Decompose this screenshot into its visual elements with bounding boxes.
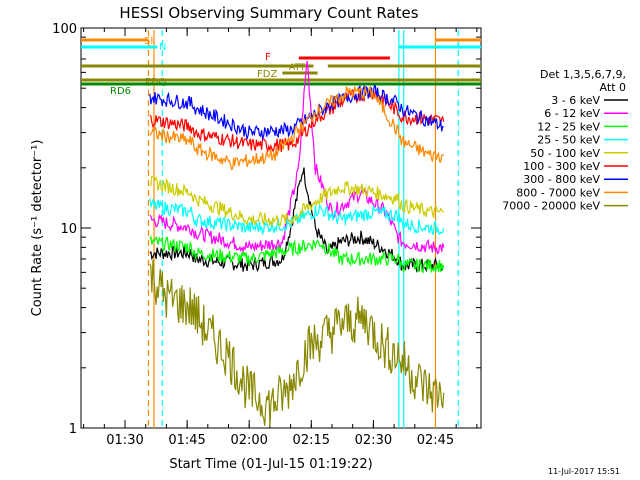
y-tick-label: 10 (60, 222, 77, 237)
series-line (149, 167, 445, 273)
x-tick-label: 02:30 (355, 433, 392, 448)
plot-area (149, 61, 445, 427)
series-line (149, 85, 445, 171)
fdz-flag-label: FDZ (257, 69, 277, 80)
night-flag-label: N (159, 42, 166, 53)
legend-title-line-1: Det 1,3,5,6,7,9, (540, 68, 626, 81)
series-line (149, 175, 444, 227)
legend-entry-label: 3 - 6 keV (551, 94, 600, 107)
flag-bars: SINFFDZFDQRD6ATT (81, 30, 481, 428)
series-line (149, 197, 445, 236)
legend-entry-label: 50 - 100 keV (530, 147, 600, 160)
saa-flag-label: SI (144, 36, 153, 47)
legend-title-line-2: Att 0 (600, 81, 626, 94)
flare-flag-label: F (265, 52, 271, 63)
chart-title: HESSI Observing Summary Count Rates (119, 4, 418, 22)
footer-timestamp: 11-Jul-2017 15:51 (548, 467, 620, 476)
x-tick-label: 01:45 (168, 433, 205, 448)
legend-entry-label: 7000 - 20000 keV (502, 200, 600, 213)
x-axis-label: Start Time (01-Jul-15 01:19:22) (169, 457, 372, 472)
x-tick-label: 01:30 (106, 433, 143, 448)
series-line (149, 259, 445, 427)
legend-entry-label: 12 - 25 keV (537, 120, 600, 133)
series-line (149, 87, 445, 153)
legend-entry-label: 6 - 12 keV (544, 107, 600, 120)
legend-entry-label: 800 - 7000 keV (516, 186, 600, 199)
series-line (149, 84, 444, 141)
legend-entry-label: 100 - 300 keV (523, 160, 600, 173)
atten-flag-label: ATT (289, 63, 306, 73)
x-tick-label: 02:45 (417, 433, 454, 448)
series-line (149, 61, 445, 255)
y-axis-label: Count Rate (s⁻¹ detector⁻¹) (30, 140, 45, 317)
x-tick-label: 02:00 (230, 433, 267, 448)
legend-entry-label: 25 - 50 keV (537, 134, 600, 147)
y-tick-label: 100 (52, 22, 77, 37)
series-line (149, 234, 445, 274)
y-tick-label: 1 (69, 422, 77, 437)
x-tick-label: 02:15 (293, 433, 330, 448)
rd6-flag-label: RD6 (110, 86, 131, 97)
legend-entry-label: 300 - 800 keV (523, 173, 600, 186)
